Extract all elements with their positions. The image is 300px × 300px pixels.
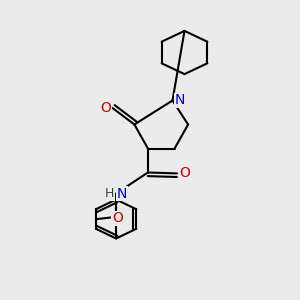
- Text: O: O: [112, 212, 123, 225]
- Text: N: N: [175, 94, 185, 107]
- Text: N: N: [117, 187, 127, 200]
- Text: O: O: [100, 101, 111, 115]
- Text: O: O: [179, 167, 190, 180]
- Text: H: H: [105, 187, 115, 200]
